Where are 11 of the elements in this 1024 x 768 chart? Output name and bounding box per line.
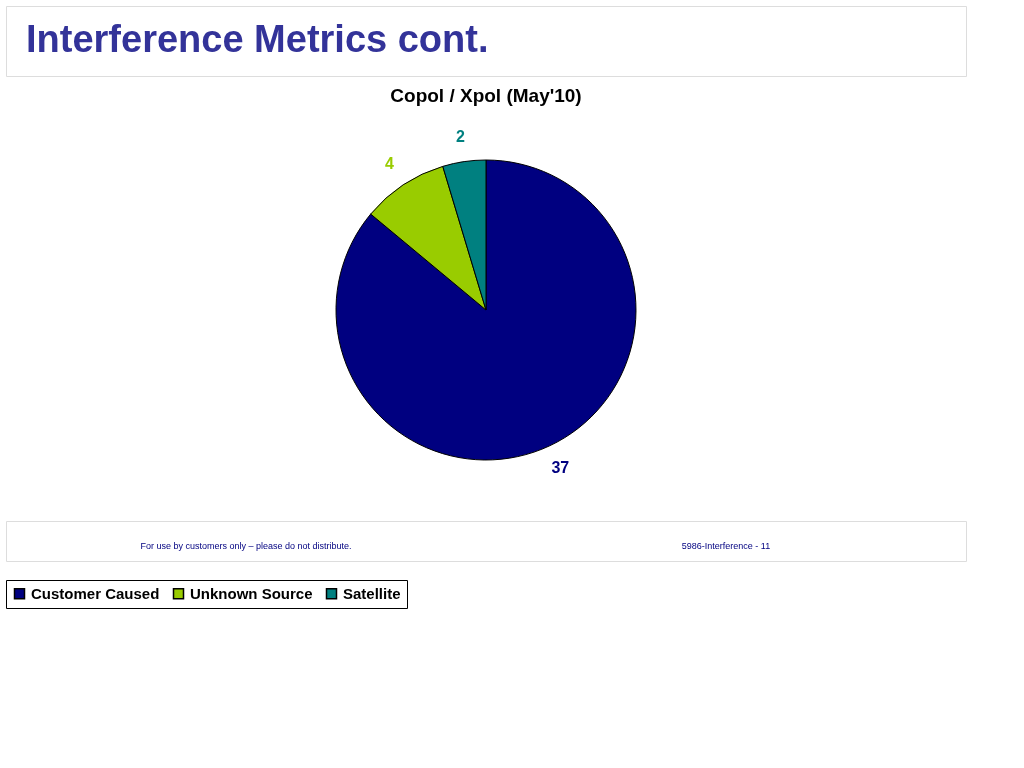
data-label: 4 xyxy=(384,155,394,173)
text: 5986-Interference - 11 xyxy=(681,541,771,551)
chart-title: Interference Metrics cont. xyxy=(26,18,489,60)
pie-slice xyxy=(335,159,637,461)
legend-label: Satellite xyxy=(343,584,401,602)
data-label: 37 xyxy=(551,459,570,477)
text: For use by customers only – please do not distribute. xyxy=(140,541,352,551)
legend-label: Unknown Source xyxy=(190,584,313,602)
data-label: 2 xyxy=(456,127,466,145)
chart-subtitle: Copol / Xpol (May'10) xyxy=(390,85,582,106)
legend-label: Customer Caused xyxy=(31,584,160,602)
